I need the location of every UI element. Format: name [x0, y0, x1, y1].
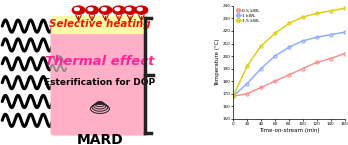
Y-axis label: Temperature (°C): Temperature (°C): [215, 39, 220, 86]
Text: Selective heating: Selective heating: [49, 19, 151, 29]
Circle shape: [126, 8, 131, 11]
FancyBboxPatch shape: [50, 24, 147, 136]
FancyBboxPatch shape: [52, 16, 146, 34]
Text: MARD: MARD: [77, 133, 123, 145]
X-axis label: Time-on-stream (min): Time-on-stream (min): [259, 128, 319, 133]
Circle shape: [135, 6, 148, 14]
Circle shape: [72, 6, 85, 14]
Circle shape: [74, 8, 79, 11]
Circle shape: [102, 8, 106, 11]
Text: Esterification for DOP: Esterification for DOP: [44, 78, 156, 87]
Circle shape: [115, 8, 120, 11]
Circle shape: [137, 8, 142, 11]
Legend: 0.5 kWL, 1 kWL, 1.5 kWL: 0.5 kWL, 1 kWL, 1.5 kWL: [235, 8, 261, 23]
Circle shape: [113, 6, 125, 14]
Circle shape: [86, 6, 98, 14]
Circle shape: [88, 8, 93, 11]
Text: Thermal effect: Thermal effect: [45, 55, 155, 68]
Circle shape: [99, 6, 112, 14]
Circle shape: [124, 6, 136, 14]
